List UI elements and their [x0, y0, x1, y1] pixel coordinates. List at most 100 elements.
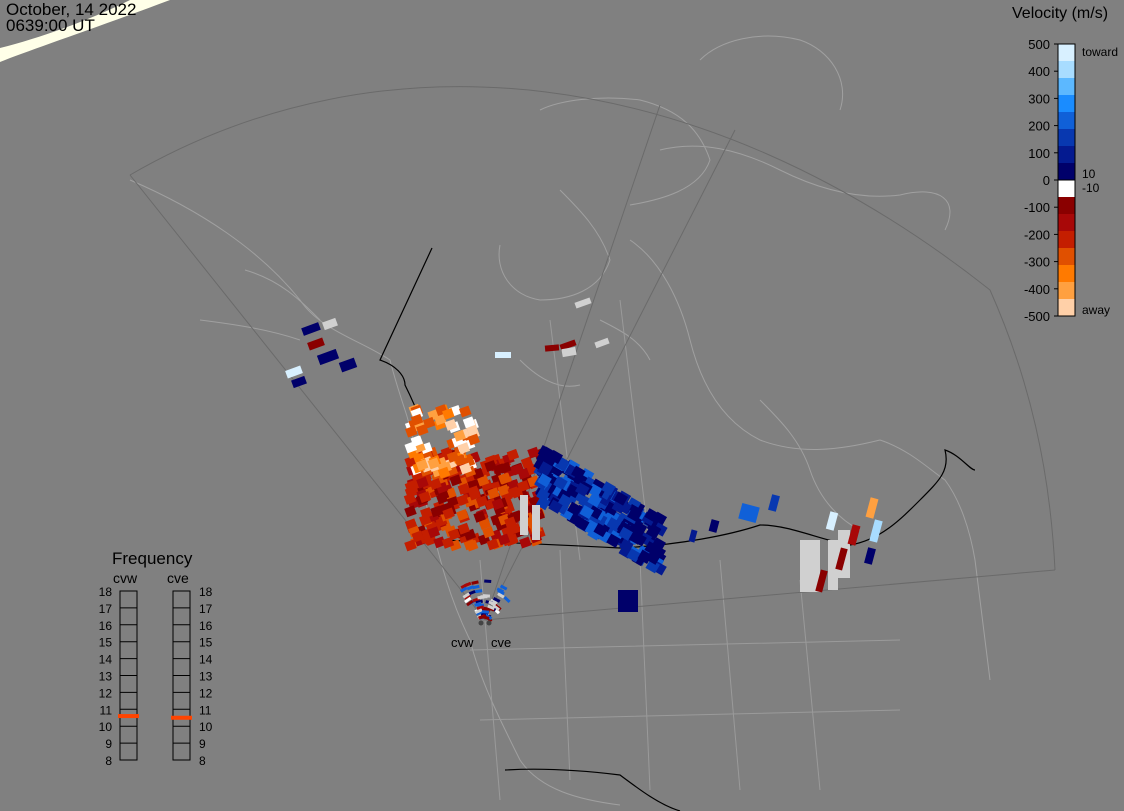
velocity-cell — [404, 539, 417, 552]
velocity-cell — [404, 486, 418, 499]
velocity-cell — [800, 540, 820, 592]
velocity-cell — [427, 526, 441, 539]
velocity-cell — [474, 608, 483, 615]
frequency-station-label: cve — [167, 570, 189, 586]
colorbar-pos-threshold: 10 — [1082, 167, 1096, 181]
velocity-cell — [497, 533, 511, 546]
frequency-level-label: 17 — [99, 602, 113, 616]
fov-outlines — [129, 86, 1056, 621]
velocity-cell — [322, 317, 338, 331]
velocity-cell — [404, 505, 417, 518]
velocity-cell — [467, 485, 480, 498]
velocity-cell — [475, 589, 483, 594]
velocity-cell — [548, 449, 564, 465]
velocity-cell — [618, 526, 633, 541]
velocity-cell — [628, 530, 643, 545]
radar-site-cvw[interactable] — [478, 620, 484, 626]
velocity-cell — [491, 498, 505, 511]
velocity-cell — [462, 592, 471, 599]
frequency-level-label: 16 — [199, 619, 213, 633]
frequency-current-marker — [118, 714, 139, 719]
frequency-title: Frequency — [112, 549, 193, 568]
velocity-cell — [474, 601, 482, 607]
frequency-level-label: 8 — [199, 754, 206, 768]
colorbar-tick-label: -100 — [1024, 200, 1050, 215]
velocity-cell — [632, 521, 648, 536]
velocity-cell — [626, 548, 641, 563]
velocity-cell — [587, 505, 603, 520]
velocity-cell — [567, 501, 582, 516]
velocity-cell — [459, 462, 472, 475]
velocity-cell — [619, 538, 634, 553]
velocity-cell — [457, 522, 471, 535]
velocity-cell — [419, 514, 432, 526]
velocity-cell — [459, 586, 468, 593]
colorbar-segment — [1058, 78, 1075, 96]
velocity-cell — [429, 478, 442, 490]
frequency-level-label: 17 — [199, 602, 213, 616]
velocity-cell — [291, 375, 307, 389]
frequency-level-label: 8 — [105, 754, 112, 768]
velocity-cell — [847, 524, 861, 546]
velocity-cell — [453, 429, 466, 442]
velocity-cell — [537, 473, 552, 488]
colorbar-segment — [1058, 61, 1075, 79]
velocity-cell — [497, 592, 505, 599]
velocity-cell — [532, 505, 540, 540]
velocity-cell — [484, 579, 492, 584]
radar-site-cve[interactable] — [486, 620, 492, 626]
velocity-cell — [815, 569, 828, 593]
colorbar-segment — [1058, 299, 1075, 317]
velocity-cell — [468, 589, 476, 596]
colorbar-tick-label: -300 — [1024, 255, 1050, 270]
velocity-cell — [285, 365, 303, 379]
velocity-cell — [488, 600, 496, 606]
velocity-cell — [519, 536, 532, 549]
velocity-cell — [606, 517, 621, 532]
velocity-cell — [864, 547, 876, 565]
frequency-level-label: 11 — [199, 703, 212, 717]
velocity-cell — [503, 596, 511, 604]
velocity-cell — [574, 297, 592, 309]
velocity-scatter — [285, 297, 883, 623]
velocity-cell — [476, 605, 485, 611]
velocity-cell — [457, 482, 471, 495]
velocity-cell — [467, 433, 481, 446]
velocity-cell — [688, 529, 698, 543]
velocity-cell — [415, 459, 429, 472]
frequency-level-label: 18 — [99, 585, 113, 599]
velocity-cell — [463, 581, 472, 588]
velocity-cell — [538, 461, 553, 476]
velocity-cell — [613, 491, 629, 506]
velocity-colorbar: 500 400 300 200 100 0 -100 -200 -300 -400 -500 towa… — [1024, 37, 1118, 324]
velocity-cell — [433, 536, 446, 549]
velocity-cell — [456, 509, 469, 521]
velocity-cell — [478, 517, 492, 530]
velocity-cell — [462, 416, 476, 429]
velocity-cell — [473, 510, 486, 523]
frequency-level-label: 14 — [199, 653, 213, 667]
velocity-cell — [499, 461, 512, 474]
colorbar-toward-label: toward — [1082, 45, 1118, 59]
colorbar-tick-label: 400 — [1028, 64, 1050, 79]
colorbar-away-label: away — [1082, 303, 1110, 317]
velocity-cell — [559, 339, 577, 351]
velocity-cell — [466, 585, 475, 591]
velocity-cell — [472, 584, 480, 590]
colorbar-segment — [1058, 163, 1075, 181]
velocity-cell — [495, 352, 511, 358]
velocity-cell — [499, 584, 508, 591]
frequency-level-label: 11 — [100, 703, 113, 717]
colorbar-title: Velocity (m/s) — [1012, 5, 1109, 22]
velocity-cell — [498, 472, 511, 485]
velocity-cell — [475, 495, 489, 508]
velocity-cell — [338, 357, 358, 373]
velocity-cell — [482, 526, 495, 539]
velocity-cell — [594, 337, 610, 349]
velocity-cell — [606, 533, 621, 548]
velocity-cell — [618, 590, 638, 612]
velocity-cell — [416, 476, 429, 489]
velocity-cell — [458, 405, 472, 418]
velocity-cell — [410, 435, 424, 447]
